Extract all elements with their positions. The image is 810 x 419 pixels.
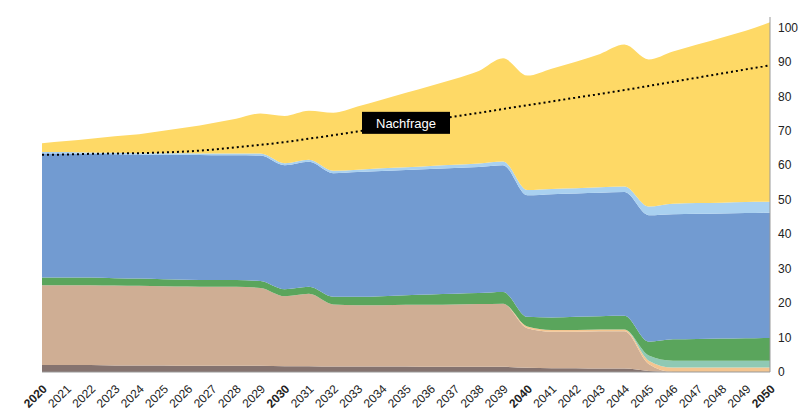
svg-text:2040: 2040 [506, 382, 535, 411]
svg-text:2041: 2041 [531, 382, 560, 411]
svg-text:2034: 2034 [361, 382, 390, 411]
svg-text:2048: 2048 [700, 382, 729, 411]
svg-text:2045: 2045 [628, 382, 657, 411]
svg-text:70: 70 [778, 124, 792, 138]
svg-text:2024: 2024 [118, 382, 147, 411]
svg-text:2029: 2029 [239, 382, 268, 411]
svg-text:2035: 2035 [385, 382, 414, 411]
svg-text:30: 30 [778, 262, 792, 276]
svg-text:2030: 2030 [264, 382, 293, 411]
svg-text:60: 60 [778, 158, 792, 172]
svg-text:2038: 2038 [458, 382, 487, 411]
svg-text:2028: 2028 [215, 382, 244, 411]
svg-text:50: 50 [778, 193, 792, 207]
svg-text:80: 80 [778, 90, 792, 104]
svg-text:0: 0 [778, 365, 785, 379]
svg-text:2043: 2043 [579, 382, 608, 411]
svg-text:2022: 2022 [70, 382, 99, 411]
svg-text:2025: 2025 [142, 382, 171, 411]
svg-text:2027: 2027 [191, 382, 220, 411]
svg-text:Nachfrage: Nachfrage [376, 116, 436, 131]
svg-text:2020: 2020 [21, 382, 50, 411]
svg-text:2036: 2036 [409, 382, 438, 411]
svg-text:2049: 2049 [725, 382, 754, 411]
svg-text:2032: 2032 [312, 382, 341, 411]
svg-text:2044: 2044 [603, 382, 632, 411]
svg-text:2046: 2046 [652, 382, 681, 411]
svg-text:2033: 2033 [336, 382, 365, 411]
svg-text:2039: 2039 [482, 382, 511, 411]
svg-text:2037: 2037 [434, 382, 463, 411]
svg-text:90: 90 [778, 55, 792, 69]
svg-text:20: 20 [778, 296, 792, 310]
svg-text:2047: 2047 [676, 382, 705, 411]
svg-text:2050: 2050 [749, 382, 778, 411]
svg-text:40: 40 [778, 227, 792, 241]
svg-text:2026: 2026 [167, 382, 196, 411]
svg-text:2021: 2021 [45, 382, 74, 411]
svg-text:10: 10 [778, 331, 792, 345]
svg-text:100: 100 [778, 21, 798, 35]
svg-text:2023: 2023 [94, 382, 123, 411]
svg-text:2031: 2031 [288, 382, 317, 411]
svg-text:2042: 2042 [555, 382, 584, 411]
